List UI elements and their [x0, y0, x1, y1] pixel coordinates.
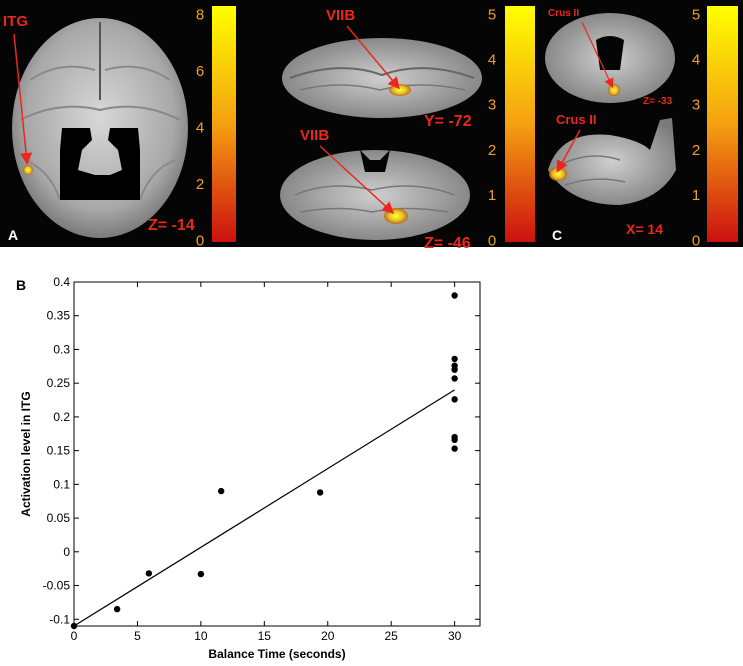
colorbar-2 [505, 6, 535, 242]
colorbar-3-tick-4: 1 [692, 187, 700, 204]
panel-c-bottom-arrow [556, 129, 581, 173]
data-point-6 [451, 292, 458, 299]
colorbar-3-tick-1: 4 [692, 51, 700, 68]
colorbar-2-tick-4: 1 [488, 187, 496, 204]
y-tick-label: 0.2 [53, 410, 70, 424]
x-tick-label: 0 [71, 629, 78, 643]
data-point-2 [145, 570, 153, 577]
colorbar-1-tick-2: 4 [196, 119, 204, 136]
panel-c-letter: C [552, 227, 562, 243]
panel-a-brain-image [12, 18, 188, 238]
colorbar-3-ticks: 5 4 3 2 1 0 [692, 6, 700, 249]
data-point-7 [451, 355, 458, 363]
x-axis-label: Balance Time (seconds) [208, 647, 345, 661]
data-point-13 [451, 436, 458, 444]
data-point-11 [451, 396, 458, 403]
x-tick-label: 25 [385, 629, 399, 643]
panel-c-top-coord-label: Z= -33 [643, 96, 673, 107]
panel-b-letter: B [16, 277, 26, 293]
x-tick-label: 30 [448, 629, 462, 643]
colorbar-2-tick-3: 2 [488, 142, 496, 159]
colorbar-2-tick-0: 5 [488, 6, 496, 23]
middle-bottom-region-label: VIIB [300, 127, 329, 144]
colorbar-3 [707, 6, 738, 242]
colorbar-2-ticks: 5 4 3 2 1 0 [488, 6, 496, 249]
colorbar-1-tick-1: 6 [196, 63, 204, 80]
y-tick-label: 0.15 [47, 444, 71, 458]
colorbar-2-tick-5: 0 [488, 232, 496, 249]
y-tick-label: 0 [63, 545, 70, 559]
middle-top-region-label: VIIB [326, 7, 355, 24]
y-tick-label: 0.4 [53, 275, 70, 289]
itg-arrow [13, 33, 33, 165]
colorbar-1-ticks: 8 6 4 2 0 [196, 6, 204, 249]
colorbar-2-tick-2: 3 [488, 97, 496, 114]
y-tick-label: 0.05 [47, 511, 71, 525]
y-tick-label: -0.1 [49, 612, 70, 626]
x-tick-label: 5 [134, 629, 141, 643]
regression-line [73, 389, 455, 627]
panel-c-top-cerebellum-image [545, 13, 675, 103]
panel-a-coord-label: Z= -14 [148, 217, 195, 234]
panel-a-letter: A [8, 227, 18, 243]
panel-c-top-arrow [581, 21, 614, 89]
colorbar-1-tick-0: 8 [196, 6, 204, 23]
x-tick-label: 15 [258, 629, 272, 643]
data-point-1 [113, 605, 121, 613]
colorbar-3-tick-0: 5 [692, 6, 700, 23]
y-tick-label: 0.25 [47, 376, 71, 390]
plot-frame [73, 281, 481, 627]
middle-top-cerebellum-image [282, 38, 482, 118]
data-point-4 [217, 487, 225, 495]
colorbar-1 [212, 6, 236, 242]
scatter-chart: 0 5 10 15 20 25 30 -0.1 -0.05 0 0.05 0.1 0.15 0.2 0.25… [19, 275, 481, 661]
data-point-3 [197, 570, 205, 578]
data-point-14 [451, 445, 458, 452]
middle-top-coord-label: Y= -72 [424, 113, 472, 130]
colorbar-3-tick-5: 0 [692, 232, 700, 249]
middle-bottom-coord-label: Z= -46 [424, 235, 471, 252]
data-point-9 [451, 366, 458, 373]
colorbar-2-tick-1: 4 [488, 51, 496, 68]
colorbar-1-tick-4: 0 [196, 232, 204, 249]
y-tick-label: 0.1 [53, 477, 70, 491]
data-point-10 [451, 375, 458, 382]
y-tick-label: -0.05 [43, 579, 71, 593]
y-tick-label: 0.3 [53, 342, 70, 356]
x-tick-label: 20 [321, 629, 335, 643]
panel-c-bottom-sagittal-image [548, 118, 676, 205]
panel-a-region-label: ITG [3, 13, 28, 30]
panel-c-bottom-coord-label: X= 14 [626, 221, 663, 237]
colorbar-1-tick-3: 2 [196, 176, 204, 193]
panel-c-bottom-region-label: Crus II [556, 112, 596, 127]
middle-bottom-arrow [319, 145, 395, 215]
y-tick-label: 0.35 [47, 309, 71, 323]
data-point-0 [70, 622, 78, 630]
colorbar-3-tick-2: 3 [692, 97, 700, 114]
middle-top-arrow [346, 25, 400, 90]
panel-c-top-region-label: Crus II [548, 8, 579, 19]
middle-bottom-cerebellum-image [280, 150, 470, 240]
colorbar-3-tick-3: 2 [692, 142, 700, 159]
x-tick-label: 10 [194, 629, 208, 643]
y-axis-label: Activation level in ITG [19, 391, 33, 516]
data-point-5 [316, 489, 324, 496]
